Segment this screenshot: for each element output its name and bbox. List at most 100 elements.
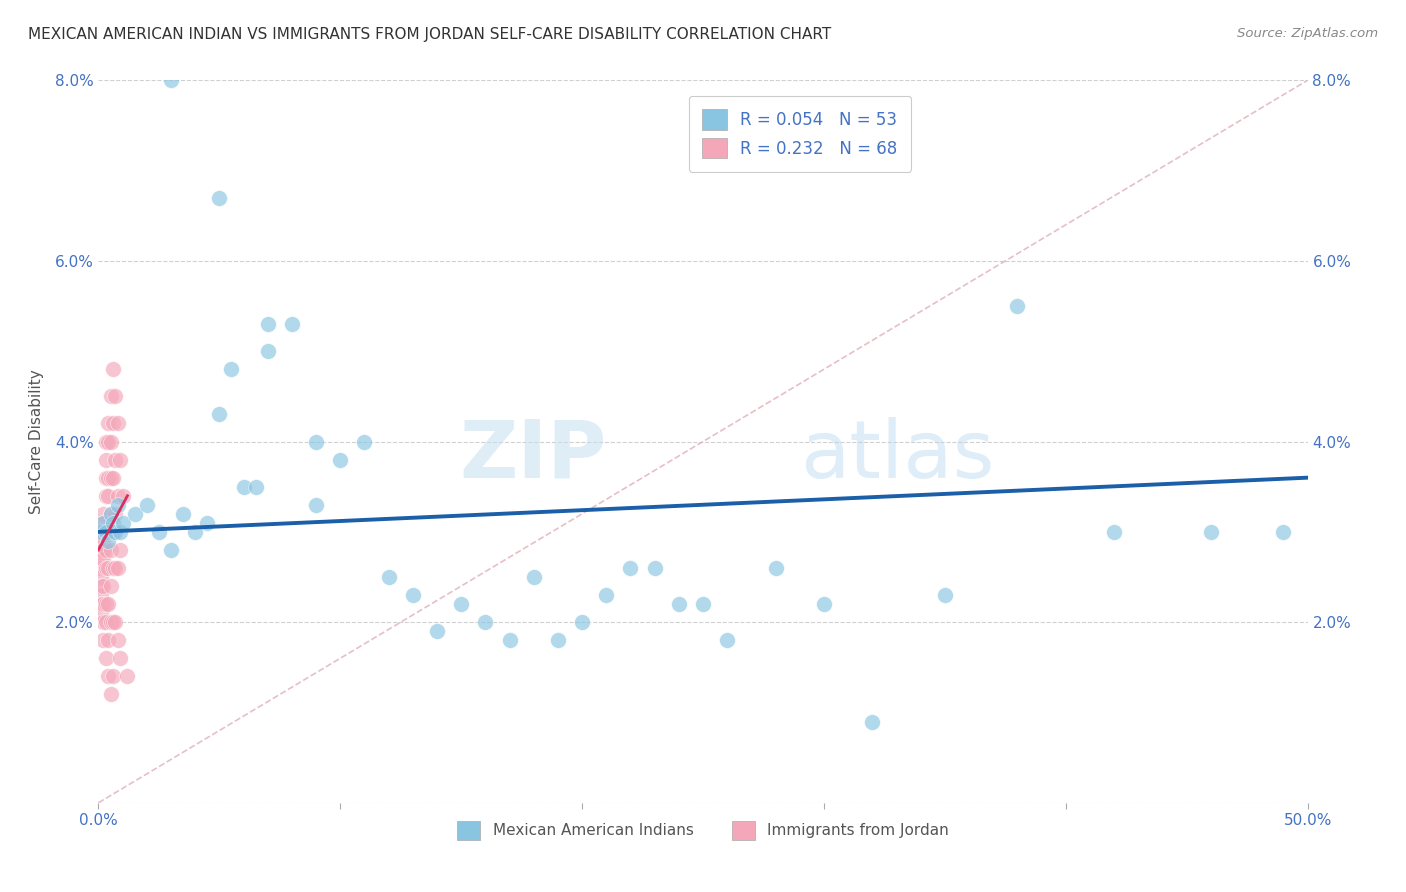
Point: [91, 615, 114, 630]
Point: [450, 597, 472, 611]
Point: [474, 615, 496, 630]
Point: [104, 452, 127, 467]
Point: [101, 669, 124, 683]
Point: [94, 651, 117, 665]
Point: [97, 533, 120, 548]
Point: [111, 489, 134, 503]
Point: [91, 516, 114, 530]
Point: [160, 542, 183, 557]
Point: [305, 434, 328, 449]
Point: [172, 507, 194, 521]
Text: ZIP: ZIP: [458, 417, 606, 495]
Point: [377, 570, 399, 584]
Point: [101, 561, 124, 575]
Point: [94, 615, 117, 630]
Point: [97, 669, 120, 683]
Text: Source: ZipAtlas.com: Source: ZipAtlas.com: [1237, 27, 1378, 40]
Point: [101, 471, 124, 485]
Y-axis label: Self-Care Disability: Self-Care Disability: [28, 369, 44, 514]
Point: [100, 579, 122, 593]
Point: [1102, 524, 1125, 539]
Point: [91, 516, 114, 530]
Point: [94, 489, 117, 503]
Point: [101, 516, 124, 530]
Point: [426, 624, 449, 639]
Point: [97, 561, 120, 575]
Point: [91, 633, 114, 648]
Point: [94, 471, 117, 485]
Point: [91, 542, 114, 557]
Point: [305, 498, 328, 512]
Text: MEXICAN AMERICAN INDIAN VS IMMIGRANTS FROM JORDAN SELF-CARE DISABILITY CORRELATI: MEXICAN AMERICAN INDIAN VS IMMIGRANTS FR…: [28, 27, 831, 42]
Point: [94, 434, 117, 449]
Point: [108, 651, 131, 665]
Point: [90, 561, 112, 575]
Point: [184, 524, 207, 539]
Point: [90, 542, 112, 557]
Point: [668, 597, 690, 611]
Point: [90, 570, 112, 584]
Point: [281, 317, 304, 331]
Point: [101, 524, 124, 539]
Point: [97, 489, 120, 503]
Point: [94, 452, 117, 467]
Point: [353, 434, 375, 449]
Point: [94, 542, 117, 557]
Point: [107, 489, 129, 503]
Point: [107, 633, 129, 648]
Point: [100, 542, 122, 557]
Point: [100, 471, 122, 485]
Point: [94, 597, 117, 611]
Point: [619, 561, 641, 575]
Point: [97, 633, 120, 648]
Point: [245, 480, 267, 494]
Point: [124, 507, 146, 521]
Point: [104, 389, 127, 403]
Point: [108, 542, 131, 557]
Point: [101, 417, 124, 431]
Point: [160, 73, 183, 87]
Point: [692, 597, 714, 611]
Point: [716, 633, 738, 648]
Point: [101, 362, 124, 376]
Point: [100, 687, 122, 701]
Point: [100, 507, 122, 521]
Point: [91, 552, 114, 566]
Point: [91, 507, 114, 521]
Point: [934, 588, 956, 602]
Point: [107, 561, 129, 575]
Point: [107, 498, 129, 512]
Text: atlas: atlas: [800, 417, 994, 495]
Point: [97, 597, 120, 611]
Point: [104, 524, 127, 539]
Point: [117, 669, 139, 683]
Point: [104, 561, 127, 575]
Point: [90, 533, 112, 548]
Point: [765, 561, 787, 575]
Point: [100, 389, 122, 403]
Point: [90, 524, 112, 539]
Point: [498, 633, 520, 648]
Point: [90, 524, 112, 539]
Point: [208, 408, 231, 422]
Point: [571, 615, 593, 630]
Point: [91, 533, 114, 548]
Point: [104, 507, 127, 521]
Point: [91, 597, 114, 611]
Point: [523, 570, 546, 584]
Point: [94, 524, 117, 539]
Point: [595, 588, 617, 602]
Point: [547, 633, 569, 648]
Point: [148, 524, 170, 539]
Point: [91, 579, 114, 593]
Point: [100, 615, 122, 630]
Point: [1272, 524, 1295, 539]
Point: [256, 344, 278, 359]
Point: [97, 524, 120, 539]
Legend: Mexican American Indians, Immigrants from Jordan: Mexican American Indians, Immigrants fro…: [451, 815, 955, 846]
Point: [91, 524, 114, 539]
Point: [108, 524, 131, 539]
Point: [221, 362, 243, 376]
Point: [97, 417, 120, 431]
Point: [860, 714, 883, 729]
